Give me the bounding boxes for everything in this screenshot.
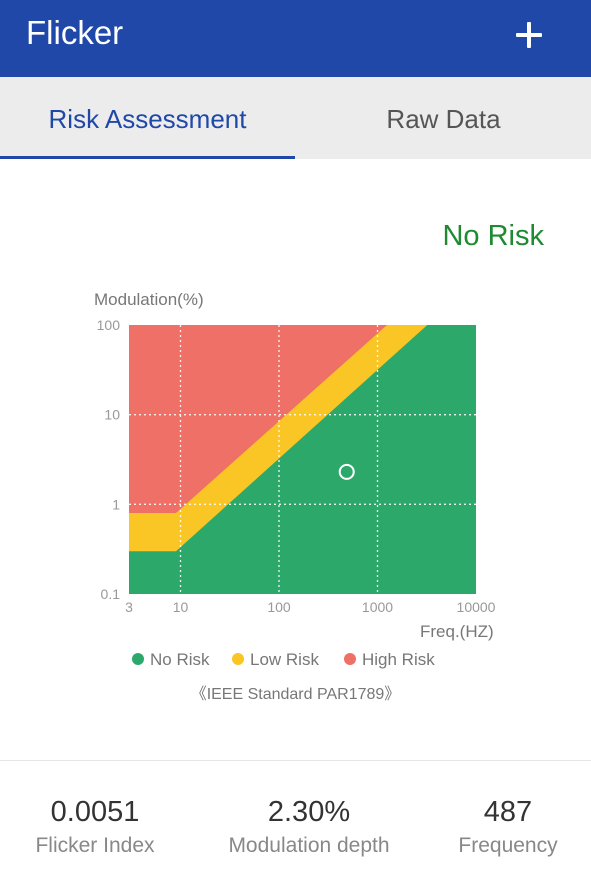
y-tick-label: 100 xyxy=(97,317,121,333)
flicker-index-value: 0.0051 xyxy=(50,796,140,828)
risk-chart: 100 10 1 0.13 10 100 1000 10000 xyxy=(97,317,496,615)
frequency-value: 487 xyxy=(483,796,533,828)
tab-raw-data[interactable]: Raw Data xyxy=(296,77,591,159)
frequency-label: Frequency xyxy=(458,834,558,857)
stat-frequency: 487 Frequency xyxy=(428,790,588,858)
y-axis-title: Modulation(%) xyxy=(94,290,204,309)
risk-status: No Risk xyxy=(442,220,544,252)
x-tick-label: 1000 xyxy=(362,599,393,615)
legend-dot-red xyxy=(344,653,356,665)
x-tick-label: 10000 xyxy=(457,599,496,615)
tab-risk-assessment[interactable]: Risk Assessment xyxy=(0,77,295,159)
divider xyxy=(0,760,591,761)
x-tick-label: 10 xyxy=(173,599,189,615)
legend-high-risk: High Risk xyxy=(344,650,435,670)
app-bar: Flicker xyxy=(0,0,591,77)
legend-dot-yellow xyxy=(232,653,244,665)
tab-bar: Risk Assessment Raw Data xyxy=(0,77,591,159)
y-tick-label: 10 xyxy=(104,407,120,423)
measurement-point xyxy=(338,463,355,480)
tab-raw-data-label: Raw Data xyxy=(386,104,501,134)
app-title: Flicker xyxy=(26,14,124,51)
y-tick-label: 0.1 xyxy=(101,586,121,602)
legend-dot-green xyxy=(132,653,144,665)
legend-low-risk: Low Risk xyxy=(232,650,319,670)
legend-no-risk-label: No Risk xyxy=(150,650,210,669)
stat-modulation-depth: 2.30% Modulation depth xyxy=(190,790,428,858)
legend-high-risk-label: High Risk xyxy=(362,650,435,669)
legend-no-risk: No Risk xyxy=(132,650,210,670)
legend-low-risk-label: Low Risk xyxy=(250,650,319,669)
y-tick-label: 1 xyxy=(112,496,120,512)
plus-icon[interactable] xyxy=(506,12,552,58)
standard-reference: 《IEEE Standard PAR1789》 xyxy=(190,686,401,703)
tab-active-indicator xyxy=(0,156,295,159)
x-tick-label: 3 xyxy=(125,599,133,615)
x-axis-title: Freq.(HZ) xyxy=(420,622,494,641)
x-tick-label: 100 xyxy=(267,599,291,615)
tab-risk-assessment-label: Risk Assessment xyxy=(48,104,247,134)
no-risk-region xyxy=(129,325,476,594)
modulation-depth-label: Modulation depth xyxy=(228,834,390,857)
stat-flicker-index: 0.0051 Flicker Index xyxy=(0,790,190,858)
modulation-depth-value: 2.30% xyxy=(267,796,351,828)
flicker-index-label: Flicker Index xyxy=(35,834,155,857)
chart-legend: No Risk Low Risk High Risk xyxy=(0,650,591,674)
